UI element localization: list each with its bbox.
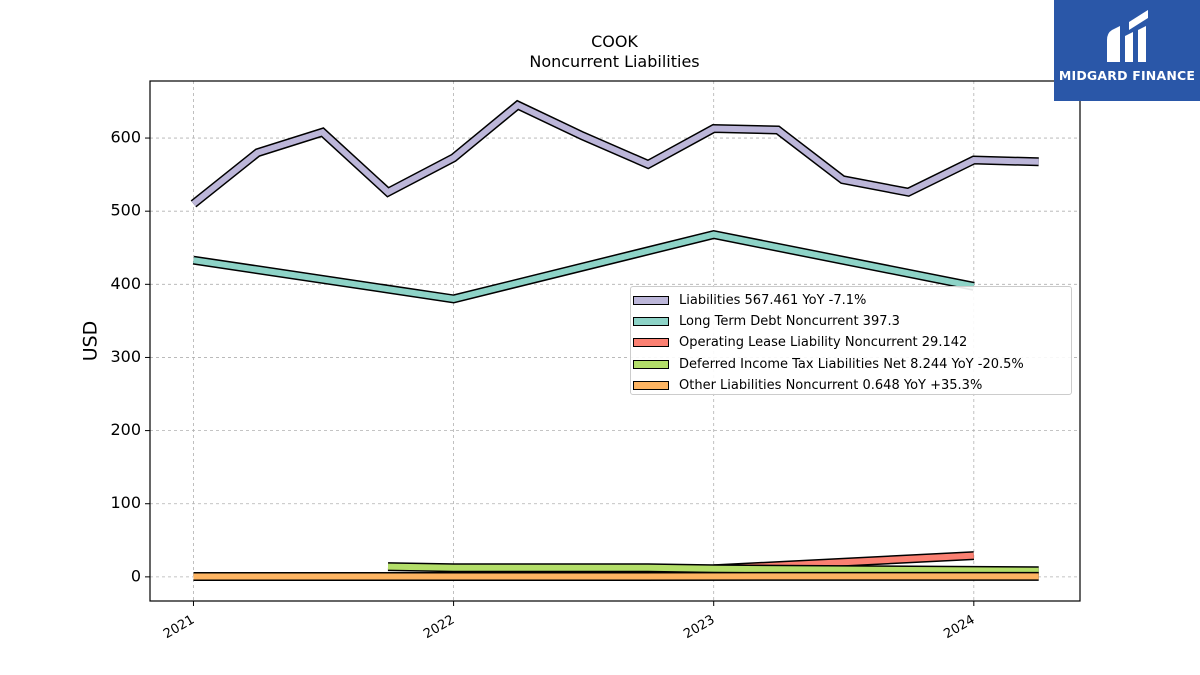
chart-subtitle: Noncurrent Liabilities bbox=[529, 52, 700, 71]
series-line bbox=[387, 563, 1039, 574]
y-tick-label: 500 bbox=[110, 201, 141, 220]
x-tick-label: 2022 bbox=[421, 613, 457, 643]
x-tick-label: 2024 bbox=[941, 613, 977, 643]
logo-mark-icon bbox=[1107, 10, 1148, 62]
legend-item: Deferred Income Tax Liabilities Net 8.24… bbox=[631, 354, 1071, 375]
legend-label: Deferred Income Tax Liabilities Net 8.24… bbox=[679, 356, 1024, 372]
y-tick-label: 100 bbox=[110, 493, 141, 512]
series-line bbox=[193, 231, 975, 302]
series-long-term-debt-noncurrent bbox=[192, 229, 975, 304]
series-liabilities bbox=[190, 99, 1039, 208]
y-tick-label: 200 bbox=[110, 420, 141, 439]
legend-item: Operating Lease Liability Noncurrent 29.… bbox=[631, 332, 1071, 353]
y-axis-label: USD bbox=[80, 321, 102, 362]
legend-label: Other Liabilities Noncurrent 0.648 YoY +… bbox=[679, 377, 983, 393]
y-tick-label: 600 bbox=[110, 128, 141, 147]
plot-frame bbox=[149, 80, 1081, 602]
logo-text: MIDGARD FINANCE bbox=[1058, 68, 1196, 83]
x-tick-label: 2021 bbox=[161, 613, 197, 643]
legend-swatch bbox=[633, 338, 669, 348]
legend-label: Liabilities 567.461 YoY -7.1% bbox=[679, 293, 867, 309]
legend-label: Long Term Debt Noncurrent 397.3 bbox=[679, 314, 900, 330]
chart-title: COOK bbox=[591, 32, 638, 51]
legend-swatch bbox=[633, 359, 669, 369]
legend-item: Long Term Debt Noncurrent 397.3 bbox=[631, 311, 1071, 332]
x-tick-label: 2023 bbox=[681, 613, 717, 643]
legend-swatch bbox=[633, 317, 669, 327]
series-deferred-income-tax-liabilities-net bbox=[387, 562, 1039, 576]
midgard-finance-logo: MIDGARD FINANCE bbox=[1054, 0, 1200, 101]
y-tick-label: 400 bbox=[110, 274, 141, 293]
legend: Liabilities 567.461 YoY -7.1% Long Term D… bbox=[630, 286, 1072, 395]
legend-swatch bbox=[633, 296, 669, 306]
y-axis: 0 100 200 300 400 500 600 bbox=[110, 128, 150, 585]
y-tick-label: 300 bbox=[110, 347, 141, 366]
y-tick-label: 0 bbox=[131, 566, 141, 585]
legend-item: Liabilities 567.461 YoY -7.1% bbox=[631, 290, 1071, 311]
series-layer bbox=[190, 99, 1039, 581]
x-axis: 2021 2022 2023 2024 bbox=[161, 601, 978, 642]
legend-item: Other Liabilities Noncurrent 0.648 YoY +… bbox=[631, 375, 1071, 396]
series-line bbox=[191, 101, 1039, 207]
legend-label: Operating Lease Liability Noncurrent 29.… bbox=[679, 335, 968, 351]
legend-swatch bbox=[633, 380, 669, 390]
